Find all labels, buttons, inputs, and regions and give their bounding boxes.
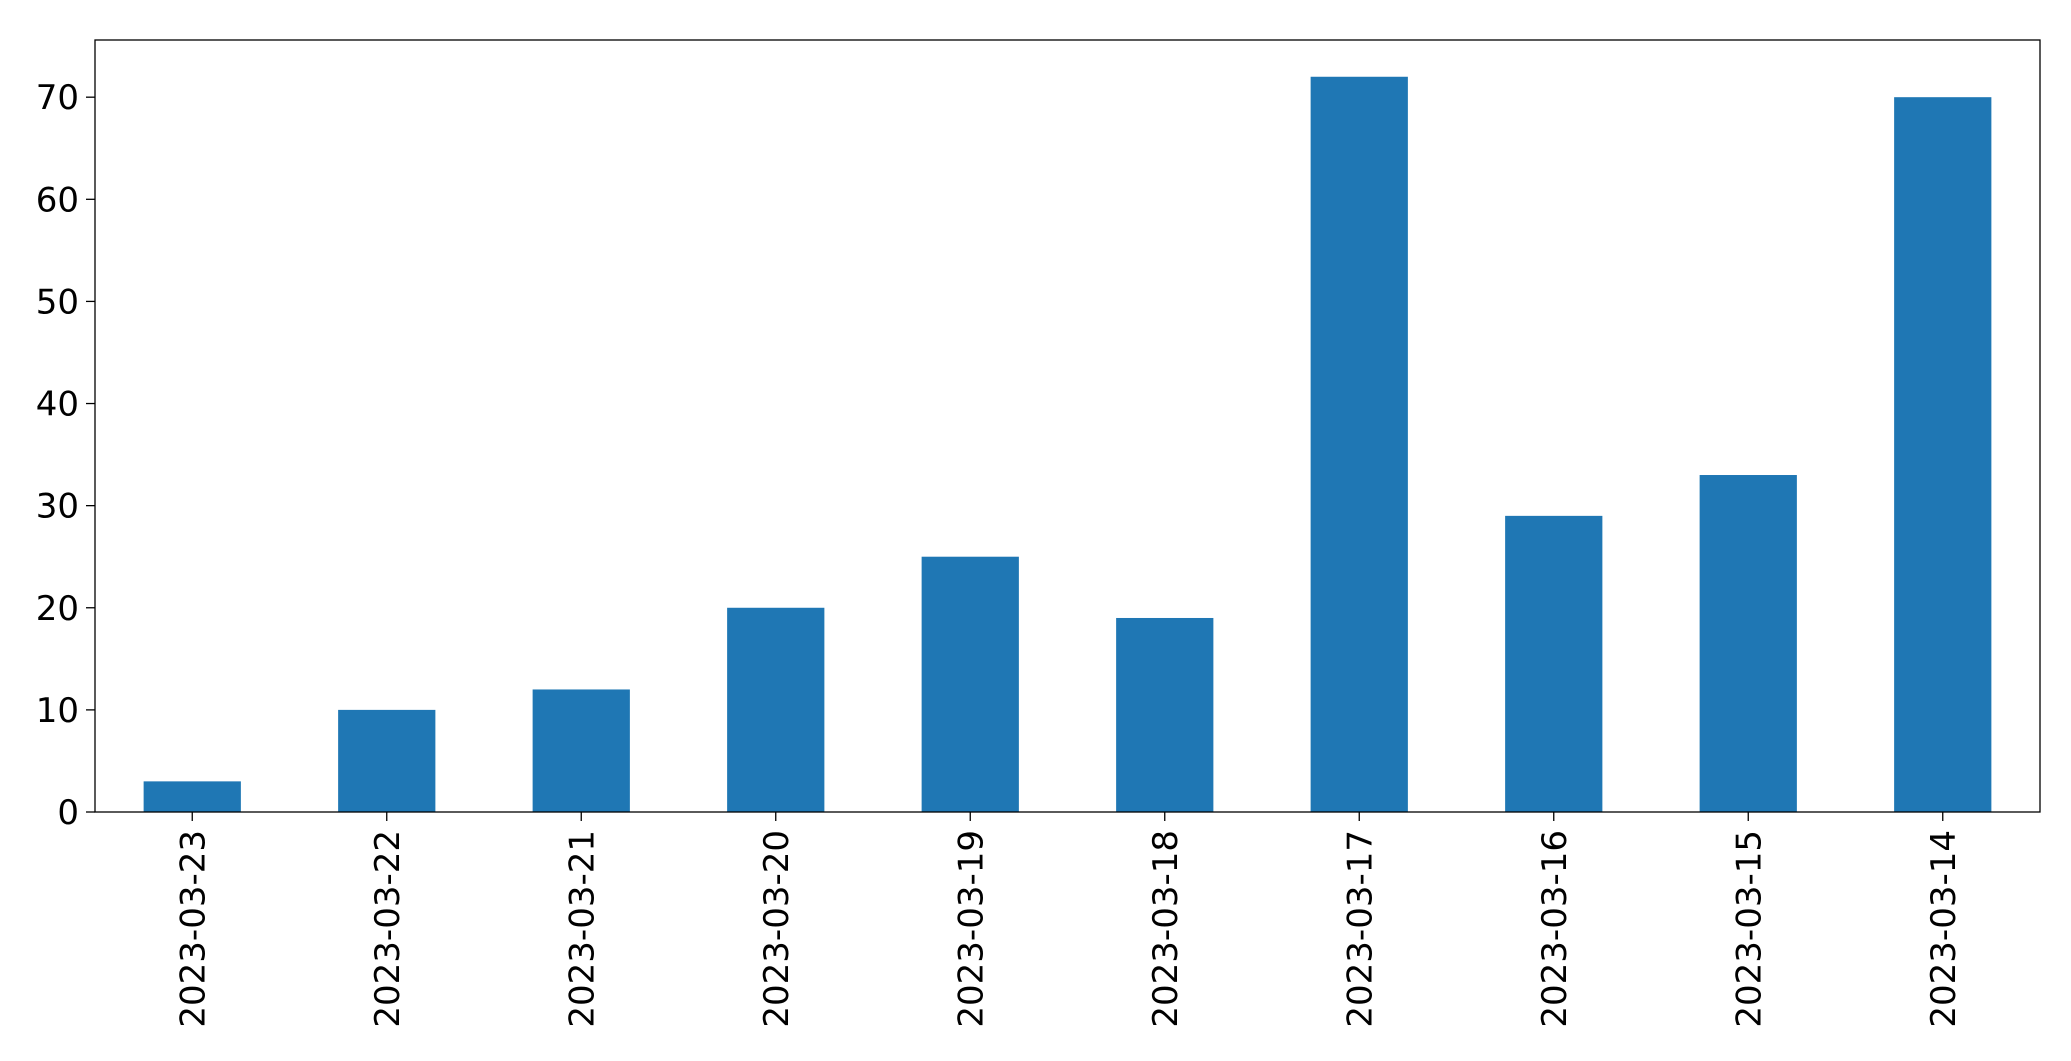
y-tick-label: 50 [36, 282, 79, 322]
x-tick-label: 2023-03-16 [1535, 830, 1575, 1028]
bar-2023-03-21 [532, 689, 630, 812]
bar-2023-03-14 [1894, 97, 1992, 813]
x-tick-label: 2023-03-18 [1146, 830, 1186, 1028]
bar-2023-03-23 [143, 781, 241, 812]
y-tick-label: 60 [36, 180, 79, 220]
y-axis: 0 10 20 30 40 50 60 70 [36, 78, 95, 833]
bar-2023-03-22 [338, 709, 436, 812]
bar-2023-03-20 [727, 607, 825, 812]
x-tick-label: 2023-03-14 [1924, 830, 1964, 1028]
y-tick-label: 30 [36, 487, 79, 527]
bar-2023-03-19 [921, 556, 1019, 812]
y-tick-label: 20 [36, 589, 79, 629]
x-axis: 2023-03-23 2023-03-22 2023-03-21 2023-03-20… [173, 812, 1964, 1028]
bar-2023-03-15 [1699, 475, 1797, 812]
y-tick-label: 0 [57, 793, 79, 833]
bars-group [143, 76, 1992, 813]
x-tick-label: 2023-03-17 [1340, 830, 1380, 1028]
x-tick-label: 2023-03-21 [562, 830, 602, 1028]
y-tick-label: 70 [36, 78, 79, 118]
x-tick-label: 2023-03-20 [757, 830, 797, 1028]
x-tick-label: 2023-03-15 [1729, 830, 1769, 1028]
bar-2023-03-16 [1505, 515, 1603, 812]
plot-frame [94, 39, 2041, 813]
x-tick-label: 2023-03-22 [368, 830, 408, 1028]
bar-2023-03-17 [1310, 76, 1408, 812]
y-tick-label: 40 [36, 385, 79, 425]
x-tick-label: 2023-03-19 [951, 830, 991, 1028]
bar-2023-03-18 [1116, 617, 1214, 812]
y-tick-label: 10 [36, 691, 79, 731]
x-tick-label: 2023-03-23 [173, 830, 213, 1028]
